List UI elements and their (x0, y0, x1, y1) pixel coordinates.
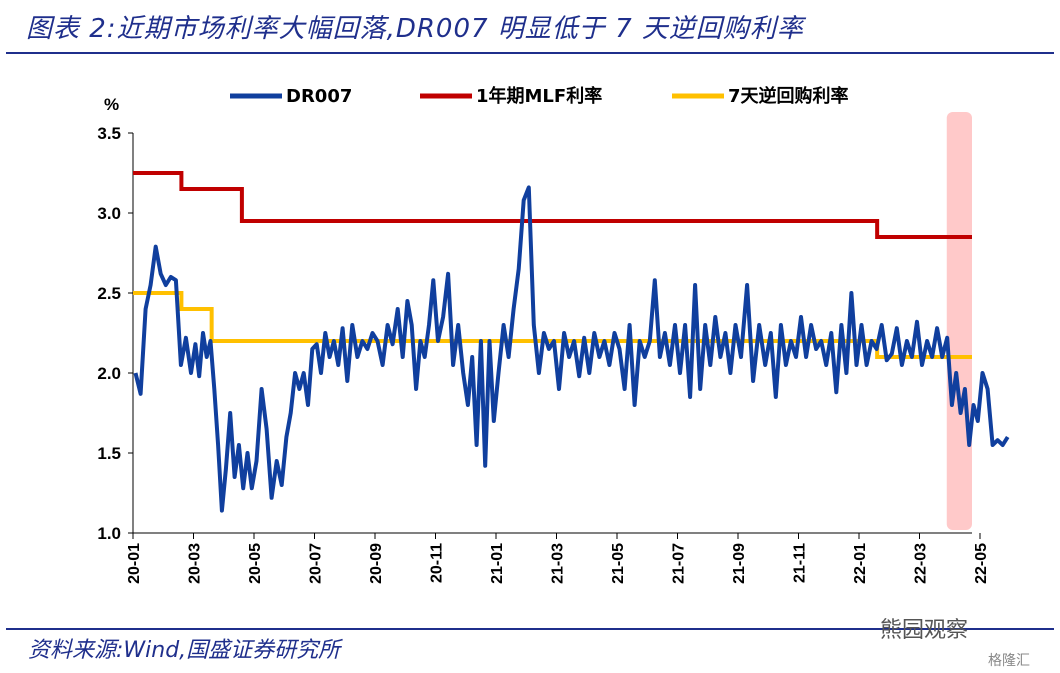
reverse-repo-rate-line (133, 291, 972, 359)
legend-item-dr007: DR007 (230, 86, 352, 107)
y-tick-label: 1.5 (97, 444, 121, 463)
footer-divider (6, 628, 1054, 630)
y-tick-label: 3.5 (97, 124, 121, 143)
y-axis: 1.0 1.5 2.0 2.5 3.0 3.5 (97, 124, 134, 543)
legend-label: 7天逆回购利率 (728, 85, 849, 107)
watermark-primary: 熊园观察 (880, 618, 969, 643)
x-tick-label: 21-07 (671, 543, 688, 584)
x-axis: 20-01 20-03 20-05 20-07 20-09 20-11 21-01 21-03… (126, 532, 990, 584)
x-tick-label: 21-03 (550, 543, 567, 584)
legend-label: 1年期MLF利率 (476, 85, 602, 107)
y-tick-label: 3.0 (97, 204, 121, 223)
y-tick-label: 2.5 (97, 284, 121, 303)
watermark-secondary: 格隆汇 (988, 653, 1030, 669)
x-tick-label: 20-05 (247, 543, 264, 584)
legend-label: DR007 (286, 86, 352, 107)
legend-item-reverse-repo: 7天逆回购利率 (672, 85, 849, 107)
x-tick-label: 21-01 (489, 543, 506, 584)
x-tick-label: 22-05 (973, 543, 990, 584)
x-tick-label: 22-03 (913, 543, 930, 584)
y-axis-unit: % (104, 95, 119, 114)
legend: DR007 1年期MLF利率 7天逆回购利率 (230, 85, 849, 107)
x-tick-label: 21-11 (792, 543, 809, 583)
highlight-region (946, 112, 972, 530)
mlf-rate-line (133, 171, 972, 239)
source-note: 资料来源:Wind,国盛证券研究所 (28, 638, 341, 663)
x-tick-label: 20-01 (126, 543, 143, 584)
x-tick-label: 21-09 (731, 543, 748, 584)
y-tick-label: 2.0 (97, 364, 121, 383)
legend-item-mlf: 1年期MLF利率 (420, 85, 602, 107)
y-tick-label: 1.0 (97, 524, 121, 543)
x-tick-label: 21-05 (610, 543, 627, 584)
series-lines (133, 171, 1010, 513)
title-divider (6, 52, 1054, 54)
x-tick-label: 20-11 (429, 543, 446, 583)
x-tick-label: 20-03 (187, 543, 204, 584)
dr007-line (133, 185, 1010, 513)
x-tick-label: 22-01 (852, 543, 869, 584)
chart-title: 图表 2:近期市场利率大幅回落,DR007 明显低于 7 天逆回购利率 (26, 14, 804, 44)
x-tick-label: 20-09 (368, 543, 385, 584)
x-tick-label: 20-07 (308, 543, 325, 584)
